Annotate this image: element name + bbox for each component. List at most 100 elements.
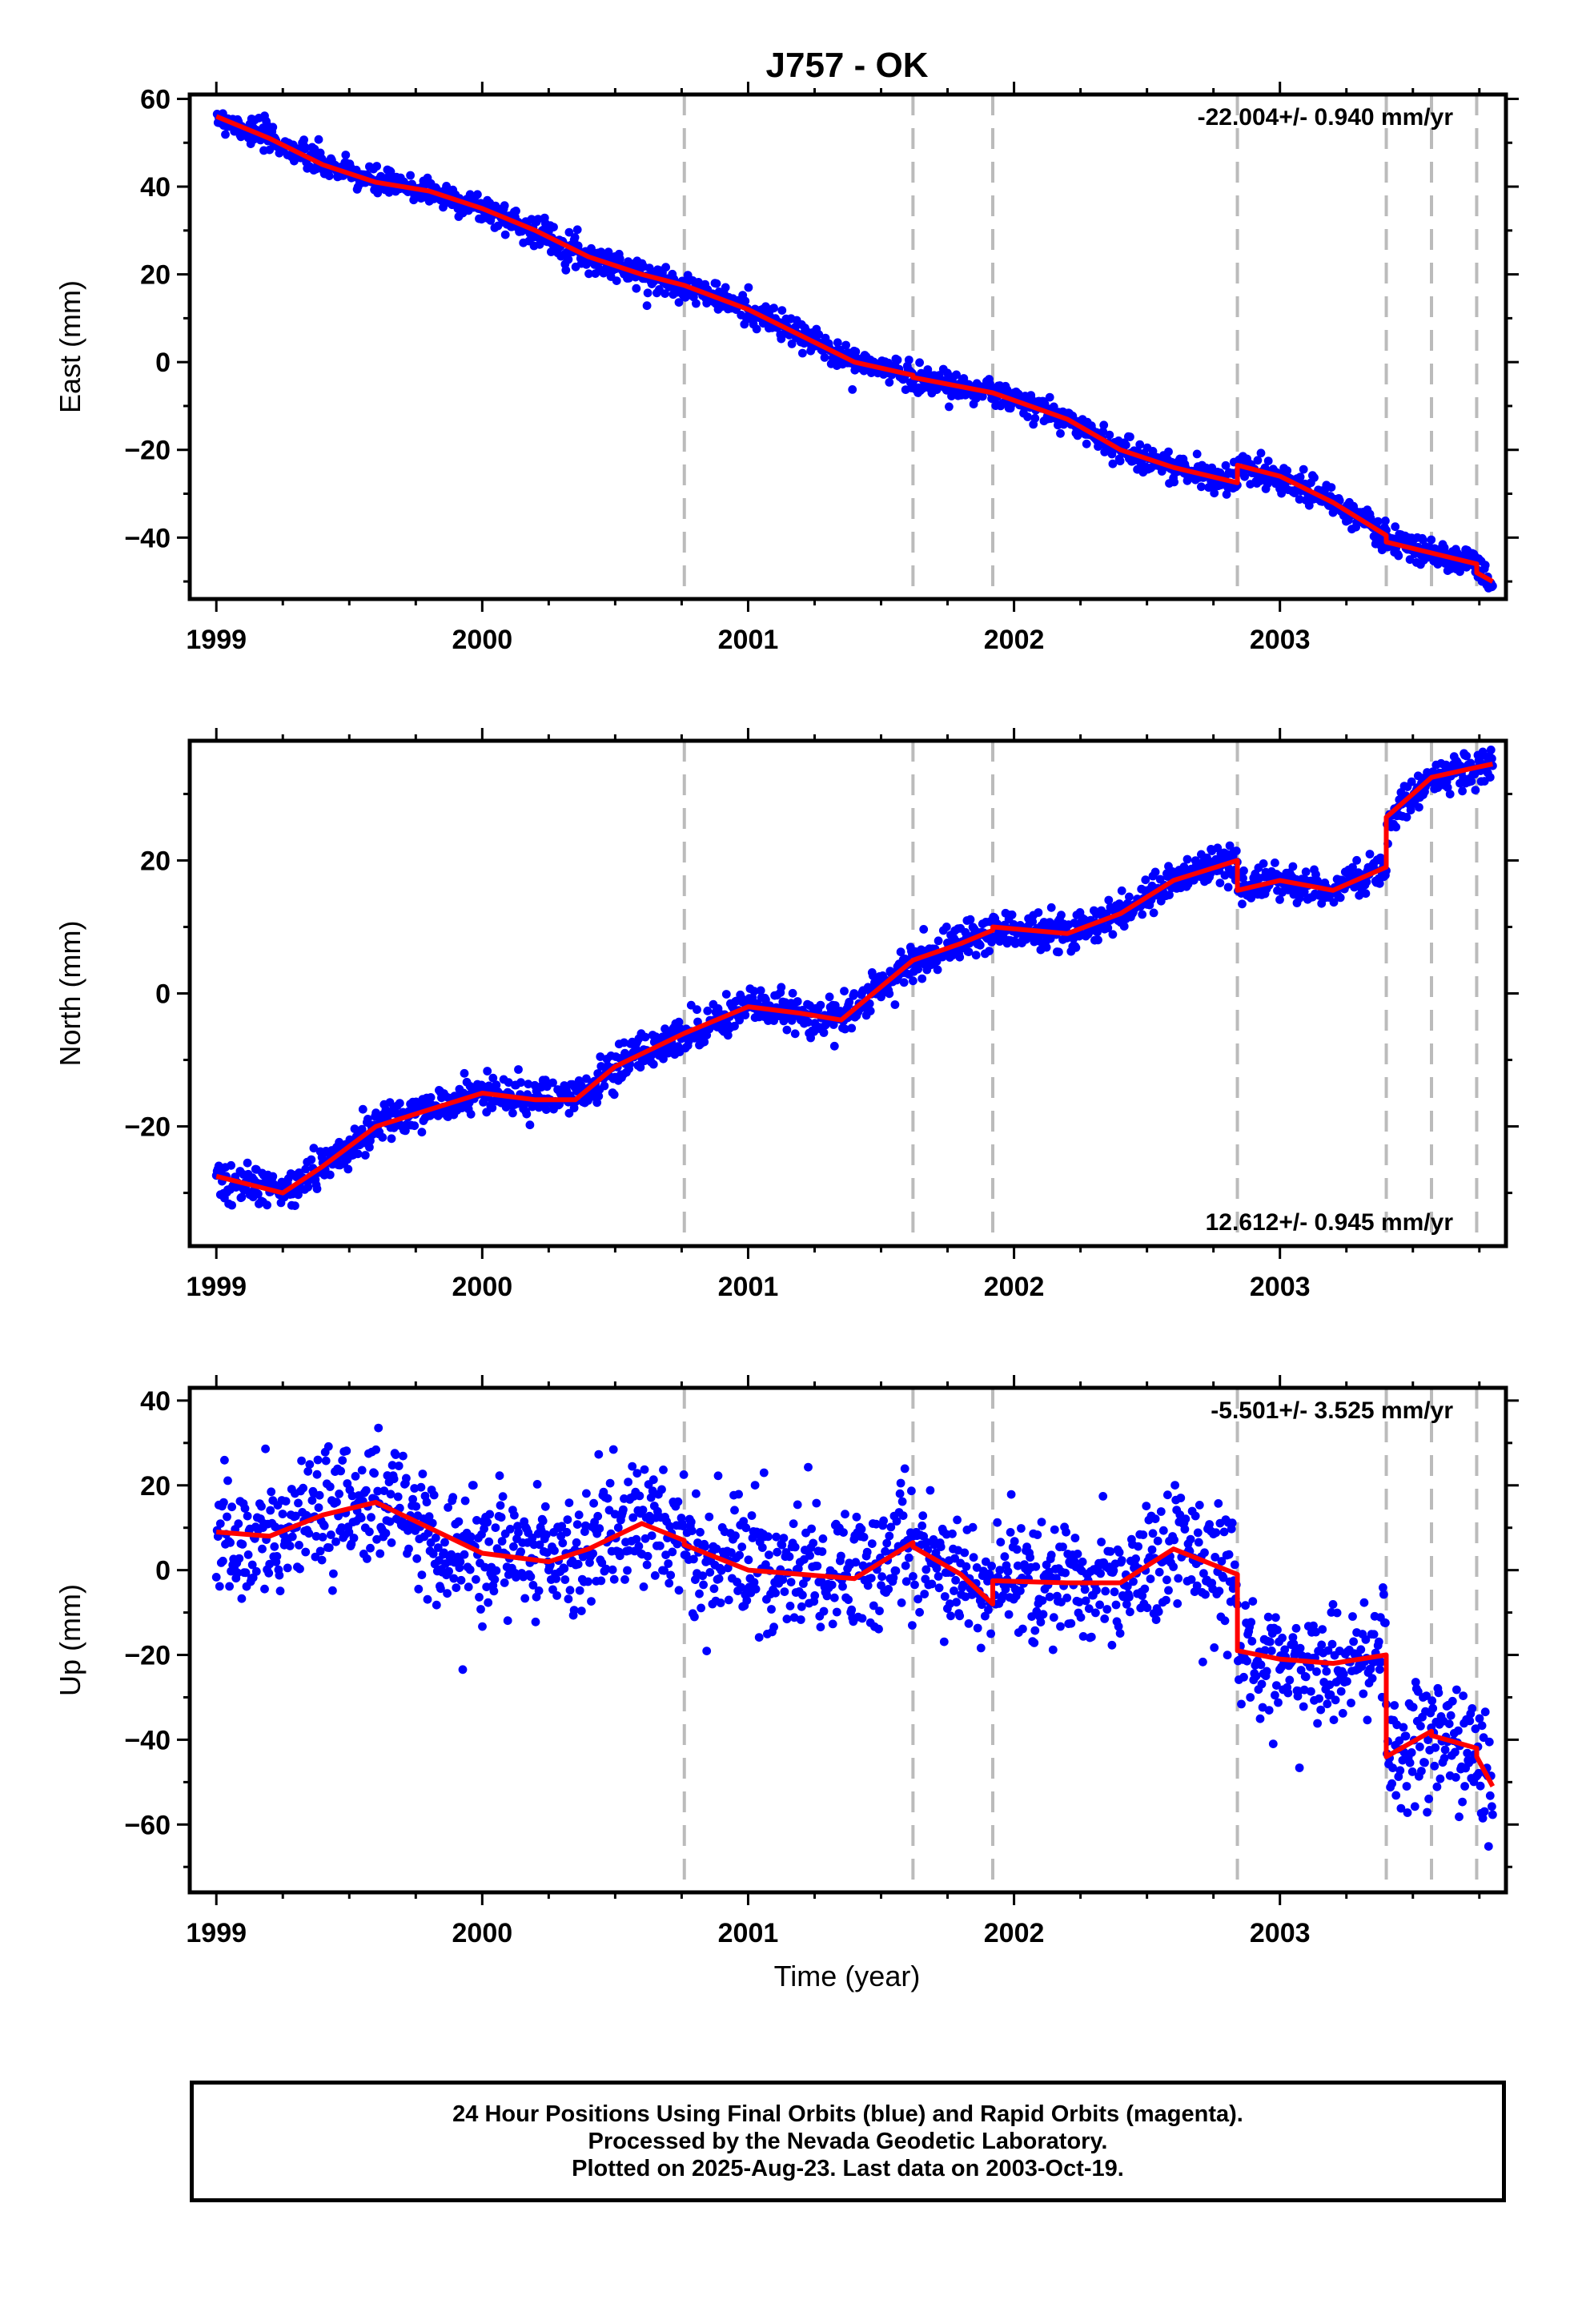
- observation-point: [295, 1564, 304, 1574]
- observation-point: [1323, 1646, 1333, 1655]
- observation-point: [699, 1580, 708, 1590]
- observation-point: [1407, 777, 1416, 786]
- observation-point: [1122, 1582, 1132, 1591]
- x-tick-label: 2002: [984, 1918, 1045, 1948]
- observation-point: [659, 1466, 668, 1474]
- observation-point: [693, 1017, 702, 1027]
- observation-point: [593, 1511, 603, 1521]
- observation-point: [444, 1503, 452, 1512]
- observation-point: [1176, 1494, 1186, 1502]
- observation-point: [955, 1611, 965, 1621]
- observation-point: [968, 1522, 978, 1532]
- observation-point: [1080, 1585, 1090, 1594]
- observation-point: [478, 1622, 487, 1631]
- observation-point: [1323, 1699, 1332, 1709]
- observation-point: [1392, 1720, 1402, 1730]
- model-line: [215, 114, 1494, 584]
- observation-point: [1007, 910, 1017, 919]
- observation-point: [1275, 895, 1284, 904]
- observation-point: [1379, 1583, 1387, 1592]
- observation-point: [542, 1548, 552, 1558]
- observation-point: [634, 1542, 644, 1551]
- observation-point: [301, 1164, 311, 1174]
- observation-point: [372, 162, 381, 171]
- observation-point: [1227, 1518, 1237, 1528]
- observation-point: [1359, 1689, 1368, 1699]
- y-tick-label: −20: [124, 436, 171, 466]
- observation-point: [686, 1518, 696, 1526]
- observation-point: [909, 1572, 917, 1581]
- observation-point: [845, 997, 854, 1007]
- observation-point: [1154, 1567, 1164, 1577]
- observation-point: [796, 1615, 805, 1624]
- observation-point: [484, 1537, 494, 1546]
- observation-point: [379, 1486, 389, 1495]
- observation-point: [1420, 1758, 1429, 1767]
- observation-point: [1427, 1696, 1437, 1706]
- observation-point: [267, 1487, 276, 1497]
- observation-point: [307, 1496, 317, 1505]
- observation-point: [497, 1537, 507, 1546]
- observation-point: [884, 1585, 893, 1594]
- observation-point: [772, 1532, 781, 1542]
- observation-point: [357, 1124, 367, 1134]
- observation-point: [219, 1498, 228, 1507]
- observation-point: [642, 301, 652, 311]
- observation-point: [1110, 1587, 1119, 1597]
- observation-point: [603, 1494, 612, 1503]
- observation-point: [312, 1470, 322, 1479]
- observation-point: [332, 1498, 341, 1507]
- observation-point: [449, 1574, 459, 1583]
- observation-point: [620, 1575, 629, 1584]
- observation-point: [1230, 1560, 1239, 1570]
- observation-point: [303, 1466, 313, 1476]
- y-tick-label: 0: [155, 348, 171, 378]
- observation-point: [962, 1562, 971, 1571]
- observation-point: [752, 324, 761, 334]
- observation-point: [386, 1490, 396, 1499]
- observation-point: [1391, 522, 1400, 532]
- observation-point: [1239, 1672, 1248, 1682]
- observation-point: [695, 1589, 704, 1598]
- observation-point: [640, 1534, 650, 1543]
- observation-point: [528, 1581, 538, 1590]
- observation-point: [1141, 875, 1150, 885]
- observation-point: [1271, 858, 1279, 867]
- observation-point: [1062, 1593, 1072, 1602]
- observation-point: [1416, 1722, 1425, 1731]
- observation-point: [572, 1520, 582, 1529]
- observation-point: [1070, 1534, 1080, 1542]
- observation-point: [750, 1481, 760, 1490]
- observation-point: [661, 289, 669, 298]
- x-tick-label: 2001: [718, 625, 779, 655]
- observation-point: [440, 1538, 449, 1547]
- observation-point: [500, 230, 510, 239]
- rate-label: -22.004+/- 0.940 mm/yr: [1198, 104, 1454, 131]
- observation-point: [596, 1052, 605, 1061]
- observation-point: [294, 1498, 303, 1508]
- observation-point: [476, 1605, 485, 1614]
- observation-point: [1165, 891, 1174, 899]
- observation-point: [1325, 1680, 1335, 1690]
- observation-point: [700, 1037, 709, 1047]
- observation-point: [1475, 1714, 1484, 1723]
- observation-point: [227, 1200, 236, 1210]
- observation-point: [1463, 1748, 1472, 1758]
- observation-point: [211, 1573, 221, 1582]
- observation-point: [1096, 1569, 1105, 1578]
- observation-point: [1191, 1511, 1200, 1521]
- observation-point: [549, 223, 558, 231]
- observation-point: [1046, 1550, 1056, 1560]
- observation-point: [1462, 751, 1472, 761]
- observation-point: [1164, 1586, 1173, 1595]
- observation-point: [473, 190, 482, 199]
- observation-point: [350, 1124, 359, 1133]
- observation-point: [597, 1558, 607, 1567]
- observation-point: [1387, 1779, 1396, 1788]
- observation-point: [291, 1511, 300, 1521]
- observation-point: [789, 1613, 799, 1622]
- observation-point: [342, 1446, 351, 1456]
- observation-point: [1374, 1637, 1383, 1647]
